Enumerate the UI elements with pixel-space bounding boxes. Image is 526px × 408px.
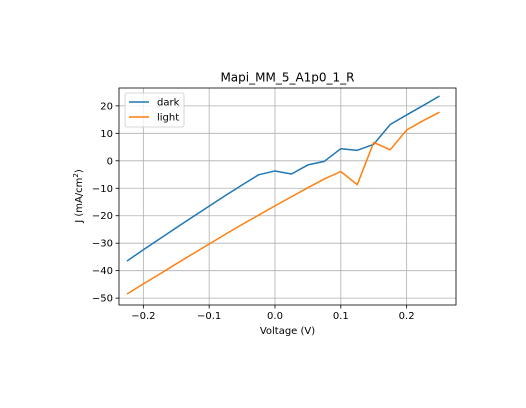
grid-lines xyxy=(119,88,456,305)
x-tick-label: 0.1 xyxy=(333,311,349,322)
y-axis-label-tail: ) xyxy=(74,169,85,173)
y-tick-label: 20 xyxy=(100,101,113,112)
legend-label-dark: dark xyxy=(157,98,180,109)
y-axis-ticks: −50 −40 −30 −20 −10 0 10 20 xyxy=(92,101,119,305)
x-tick-label: 0.0 xyxy=(267,311,283,322)
chart-title: Mapi_MM_5_A1p0_1_R xyxy=(220,71,354,85)
x-tick-label: −0.2 xyxy=(131,311,155,322)
x-axis-label: Voltage (V) xyxy=(260,326,315,337)
y-axis-label: J (mA/cm2) xyxy=(72,169,85,224)
y-tick-label: 0 xyxy=(107,156,113,167)
series-line-light xyxy=(126,111,440,295)
legend-label-light: light xyxy=(157,113,179,124)
x-axis-ticks: −0.2 −0.1 0.0 0.1 0.2 xyxy=(131,305,415,322)
y-axis-label-superscript: 2 xyxy=(72,173,80,177)
y-tick-label: −50 xyxy=(92,294,113,305)
y-axis-label-main: J (mA/cm xyxy=(74,178,85,224)
y-tick-label: −30 xyxy=(92,239,113,250)
x-tick-label: 0.2 xyxy=(399,311,415,322)
x-tick-label: −0.1 xyxy=(197,311,221,322)
y-tick-label: −10 xyxy=(92,184,113,195)
legend: dark light xyxy=(124,92,185,128)
series-line-dark xyxy=(126,95,440,262)
y-tick-label: 10 xyxy=(100,129,113,140)
y-tick-label: −40 xyxy=(92,266,113,277)
y-tick-label: −20 xyxy=(92,211,113,222)
series-layer xyxy=(126,95,440,295)
plot-area-frame xyxy=(118,87,457,306)
